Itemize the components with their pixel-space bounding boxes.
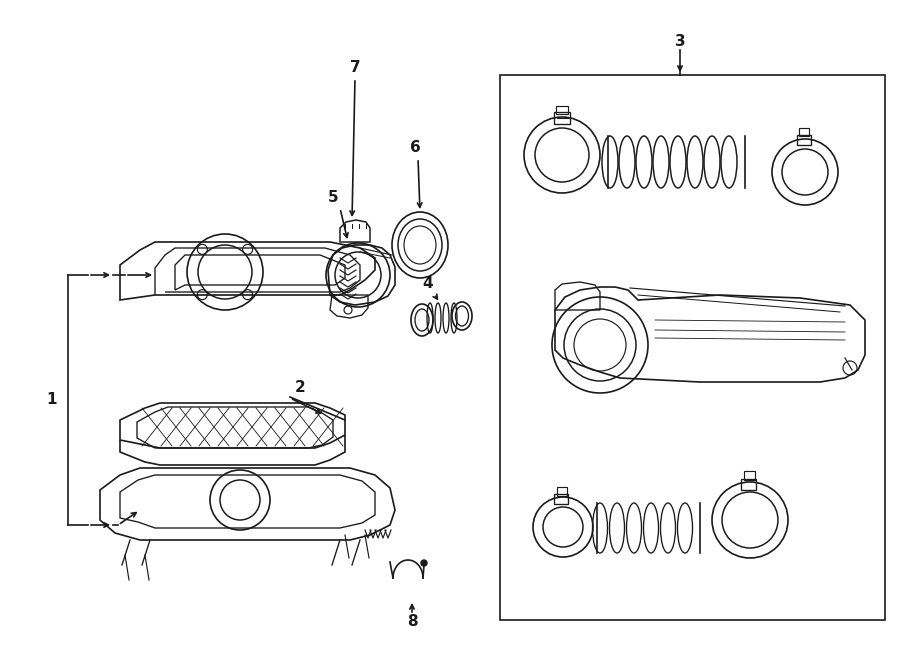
Bar (554, 112, 570, 124)
Bar (557, 487, 567, 496)
Text: 2: 2 (294, 381, 305, 395)
Text: 1: 1 (47, 393, 58, 407)
Bar (797, 135, 811, 145)
Bar (554, 494, 568, 504)
Text: 5: 5 (328, 190, 338, 204)
Bar (799, 128, 809, 136)
Text: 3: 3 (675, 34, 685, 50)
Text: 8: 8 (407, 615, 418, 629)
Bar (741, 479, 756, 490)
Text: 7: 7 (350, 59, 360, 75)
Text: 6: 6 (410, 141, 420, 155)
Bar (744, 471, 755, 480)
Bar (556, 106, 568, 114)
Bar (500, 75, 885, 620)
Circle shape (421, 560, 427, 566)
Text: 4: 4 (423, 276, 433, 290)
